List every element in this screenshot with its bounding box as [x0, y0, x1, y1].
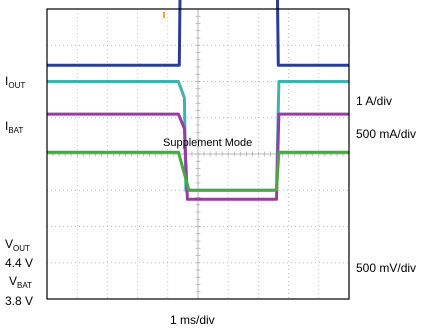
- vout-trace: [47, 112, 349, 201]
- vbat-label: VBAT: [9, 274, 32, 290]
- supplement-mode-annotation: Supplement Mode: [163, 137, 252, 149]
- vout-level-label: 4.4 V: [5, 256, 33, 270]
- vbat-level-label: 3.8 V: [5, 294, 33, 308]
- iout-label: IOUT: [5, 74, 25, 90]
- ibat-label: IBAT: [5, 119, 23, 135]
- trigger-marker: [163, 12, 165, 18]
- ibat-scale-label: 500 mA/div: [356, 127, 416, 141]
- traces: [47, 0, 349, 201]
- iout-trace: [47, 0, 349, 67]
- iout-scale-label: 1 A/div: [356, 94, 392, 108]
- grid: [46, 8, 350, 300]
- timebase-label: 1 ms/div: [170, 313, 215, 327]
- vbat-trace: [47, 150, 349, 192]
- vout-label: VOUT: [5, 237, 30, 253]
- plot-frame: [46, 8, 350, 300]
- voltage-scale-label: 500 mV/div: [356, 261, 416, 275]
